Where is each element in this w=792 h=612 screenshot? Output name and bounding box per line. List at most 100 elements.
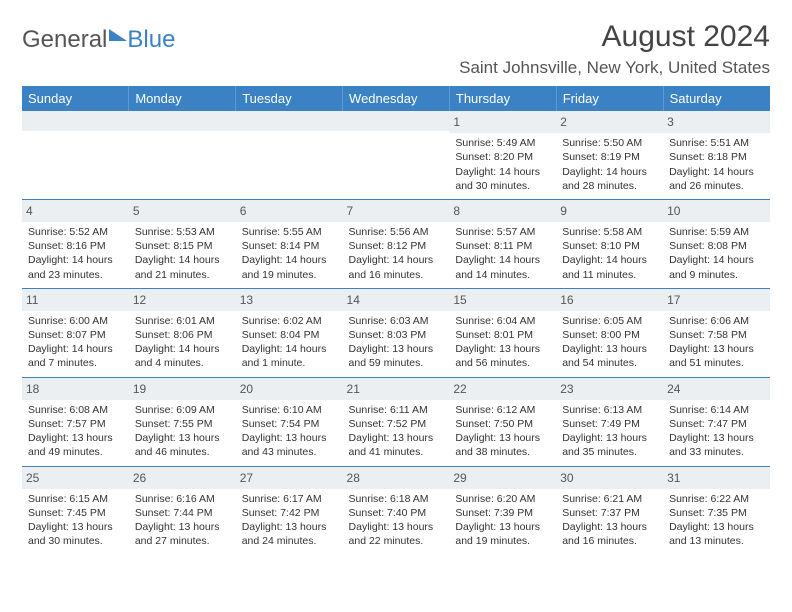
day-number: 22 — [449, 378, 556, 400]
day-number: 5 — [129, 200, 236, 222]
calendar-day-cell: 17Sunrise: 6:06 AMSunset: 7:58 PMDayligh… — [663, 288, 770, 377]
day-details: Sunrise: 6:05 AMSunset: 8:00 PMDaylight:… — [560, 314, 659, 371]
calendar-day-cell: 23Sunrise: 6:13 AMSunset: 7:49 PMDayligh… — [556, 377, 663, 466]
weekday-header: Sunday — [22, 86, 129, 111]
day-details: Sunrise: 6:10 AMSunset: 7:54 PMDaylight:… — [240, 403, 339, 460]
sunset-text: Sunset: 8:12 PM — [349, 239, 444, 253]
calendar-day-cell: 31Sunrise: 6:22 AMSunset: 7:35 PMDayligh… — [663, 466, 770, 554]
day-number: 27 — [236, 467, 343, 489]
calendar-day-cell: 10Sunrise: 5:59 AMSunset: 8:08 PMDayligh… — [663, 199, 770, 288]
day-details: Sunrise: 5:53 AMSunset: 8:15 PMDaylight:… — [133, 225, 232, 282]
logo: General Blue — [22, 20, 175, 54]
calendar-day-cell: 22 Sunrise: 6:12 AMSunset: 7:50 PMDayligh… — [449, 377, 556, 466]
sunrise-text: Sunrise: 6:03 AM — [349, 314, 444, 328]
month-title: August 2024 — [459, 20, 770, 54]
sunset-text: Sunset: 7:44 PM — [135, 506, 230, 520]
logo-text-1: General — [22, 26, 107, 54]
day-details: Sunrise: 5:58 AMSunset: 8:10 PMDaylight:… — [560, 225, 659, 282]
sunrise-text: Sunrise: 5:59 AM — [669, 225, 764, 239]
sunset-text: Sunset: 8:20 PM — [455, 150, 550, 164]
sunset-text: Sunset: 8:15 PM — [135, 239, 230, 253]
sunrise-text: Sunrise: 5:58 AM — [562, 225, 657, 239]
sunrise-text: Sunrise: 6:05 AM — [562, 314, 657, 328]
day-number: 25 — [22, 467, 129, 489]
sunset-text: Sunset: 8:07 PM — [28, 328, 123, 342]
daylight-text: Daylight: 14 hours and 7 minutes. — [28, 342, 123, 370]
day-details: Sunrise: 5:56 AMSunset: 8:12 PMDaylight:… — [347, 225, 446, 282]
sunrise-text: Sunrise: 6:04 AM — [455, 314, 550, 328]
calendar-day-cell: 7Sunrise: 5:56 AMSunset: 8:12 PMDaylight… — [343, 199, 450, 288]
day-details: Sunrise: 6:12 AMSunset: 7:50 PMDaylight:… — [453, 403, 552, 460]
day-number: 2 — [556, 111, 663, 133]
daylight-text: Daylight: 13 hours and 30 minutes. — [28, 520, 123, 548]
daylight-text: Daylight: 13 hours and 13 minutes. — [669, 520, 764, 548]
day-details: Sunrise: 5:49 AMSunset: 8:20 PMDaylight:… — [453, 136, 552, 193]
day-number: 4 — [22, 200, 129, 222]
calendar-body: 1 Sunrise: 5:49 AMSunset: 8:20 PMDaylight… — [22, 111, 770, 554]
sunset-text: Sunset: 8:03 PM — [349, 328, 444, 342]
sunrise-text: Sunrise: 6:10 AM — [242, 403, 337, 417]
day-number: 23 — [556, 378, 663, 400]
sunrise-text: Sunrise: 6:17 AM — [242, 492, 337, 506]
logo-triangle-icon — [109, 29, 127, 41]
calendar-day-cell: 27Sunrise: 6:17 AMSunset: 7:42 PMDayligh… — [236, 466, 343, 554]
day-number: 14 — [343, 289, 450, 311]
sunrise-text: Sunrise: 6:08 AM — [28, 403, 123, 417]
calendar-day-cell: 24 Sunrise: 6:14 AMSunset: 7:47 PMDayligh… — [663, 377, 770, 466]
page-header: General Blue August 2024 Saint Johnsvill… — [22, 20, 770, 78]
day-number: 24 — [663, 378, 770, 400]
sunrise-text: Sunrise: 6:01 AM — [135, 314, 230, 328]
day-details: Sunrise: 6:04 AMSunset: 8:01 PMDaylight:… — [453, 314, 552, 371]
day-details: Sunrise: 6:22 AMSunset: 7:35 PMDaylight:… — [667, 492, 766, 549]
calendar-day-cell: 16Sunrise: 6:05 AMSunset: 8:00 PMDayligh… — [556, 288, 663, 377]
sunrise-text: Sunrise: 6:15 AM — [28, 492, 123, 506]
sunrise-text: Sunrise: 6:11 AM — [349, 403, 444, 417]
sunrise-text: Sunrise: 5:56 AM — [349, 225, 444, 239]
day-details: Sunrise: 6:21 AMSunset: 7:37 PMDaylight:… — [560, 492, 659, 549]
calendar-day-cell: 29Sunrise: 6:20 AMSunset: 7:39 PMDayligh… — [449, 466, 556, 554]
daylight-text: Daylight: 13 hours and 43 minutes. — [242, 431, 337, 459]
calendar-day-cell: 8Sunrise: 5:57 AMSunset: 8:11 PMDaylight… — [449, 199, 556, 288]
sunset-text: Sunset: 8:01 PM — [455, 328, 550, 342]
calendar-day-cell: 5 Sunrise: 5:53 AMSunset: 8:15 PMDaylight… — [129, 199, 236, 288]
daylight-text: Daylight: 13 hours and 49 minutes. — [28, 431, 123, 459]
daylight-text: Daylight: 14 hours and 23 minutes. — [28, 253, 123, 281]
calendar-day-cell: 4Sunrise: 5:52 AMSunset: 8:16 PMDaylight… — [22, 199, 129, 288]
day-number: 8 — [449, 200, 556, 222]
day-number: 1 — [449, 111, 556, 133]
calendar-day-cell: 6Sunrise: 5:55 AMSunset: 8:14 PMDaylight… — [236, 199, 343, 288]
day-details: Sunrise: 6:18 AMSunset: 7:40 PMDaylight:… — [347, 492, 446, 549]
calendar-day-cell: 13Sunrise: 6:02 AMSunset: 8:04 PMDayligh… — [236, 288, 343, 377]
day-details: Sunrise: 5:50 AMSunset: 8:19 PMDaylight:… — [560, 136, 659, 193]
day-number — [22, 111, 129, 131]
sunrise-text: Sunrise: 6:09 AM — [135, 403, 230, 417]
weekday-header: Tuesday — [236, 86, 343, 111]
day-number: 28 — [343, 467, 450, 489]
sunset-text: Sunset: 8:00 PM — [562, 328, 657, 342]
day-number: 12 — [129, 289, 236, 311]
sunset-text: Sunset: 7:39 PM — [455, 506, 550, 520]
daylight-text: Daylight: 13 hours and 54 minutes. — [562, 342, 657, 370]
daylight-text: Daylight: 14 hours and 9 minutes. — [669, 253, 764, 281]
calendar-day-cell: 26Sunrise: 6:16 AMSunset: 7:44 PMDayligh… — [129, 466, 236, 554]
day-number: 11 — [22, 289, 129, 311]
sunrise-text: Sunrise: 5:50 AM — [562, 136, 657, 150]
calendar-week-row: 1 Sunrise: 5:49 AMSunset: 8:20 PMDaylight… — [22, 111, 770, 199]
title-block: August 2024 Saint Johnsville, New York, … — [459, 20, 770, 78]
calendar-day-cell — [129, 111, 236, 199]
daylight-text: Daylight: 13 hours and 38 minutes. — [455, 431, 550, 459]
weekday-header: Monday — [129, 86, 236, 111]
sunrise-text: Sunrise: 6:06 AM — [669, 314, 764, 328]
daylight-text: Daylight: 14 hours and 11 minutes. — [562, 253, 657, 281]
day-details: Sunrise: 6:01 AMSunset: 8:06 PMDaylight:… — [133, 314, 232, 371]
sunrise-text: Sunrise: 6:18 AM — [349, 492, 444, 506]
calendar-day-cell: 21Sunrise: 6:11 AMSunset: 7:52 PMDayligh… — [343, 377, 450, 466]
day-details: Sunrise: 6:14 AMSunset: 7:47 PMDaylight:… — [667, 403, 766, 460]
day-details: Sunrise: 5:55 AMSunset: 8:14 PMDaylight:… — [240, 225, 339, 282]
sunset-text: Sunset: 7:54 PM — [242, 417, 337, 431]
day-details: Sunrise: 6:00 AMSunset: 8:07 PMDaylight:… — [26, 314, 125, 371]
sunrise-text: Sunrise: 6:00 AM — [28, 314, 123, 328]
daylight-text: Daylight: 13 hours and 24 minutes. — [242, 520, 337, 548]
sunset-text: Sunset: 7:35 PM — [669, 506, 764, 520]
sunset-text: Sunset: 8:19 PM — [562, 150, 657, 164]
